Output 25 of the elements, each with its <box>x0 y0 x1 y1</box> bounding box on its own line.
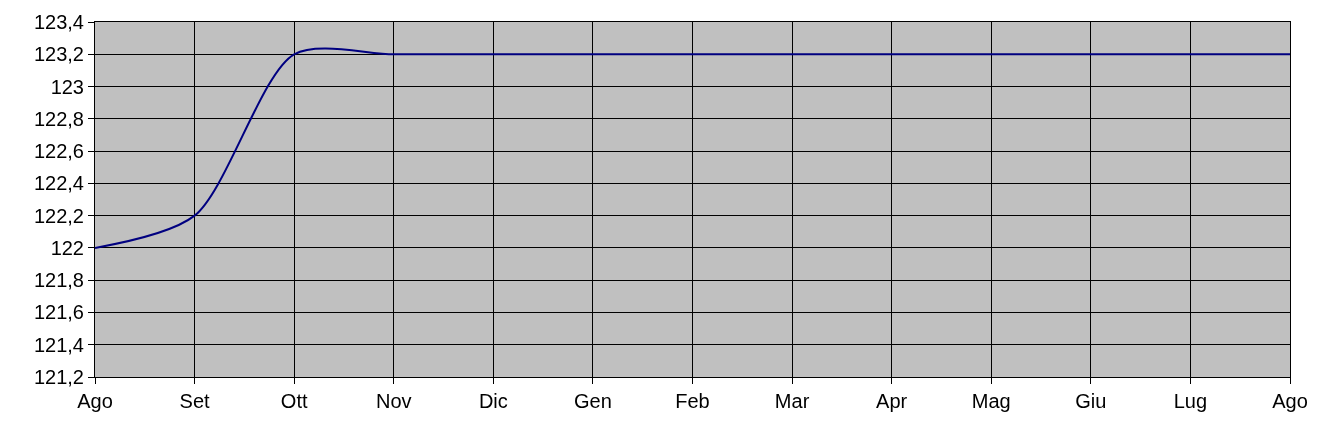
x-tick-label: Mar <box>774 390 810 412</box>
y-tick-label: 122,4 <box>33 172 84 195</box>
y-tick-label: 123 <box>50 75 84 98</box>
y-tick-label: 123,4 <box>33 11 84 33</box>
x-tick-label: Giu <box>1075 390 1107 412</box>
x-tick-label: Ago <box>1272 390 1308 412</box>
x-tick-label: Nov <box>375 390 412 412</box>
y-tick-label: 121,8 <box>33 269 84 292</box>
y-tick-label: 121,6 <box>33 301 84 324</box>
x-tick-label: Ott <box>280 390 308 412</box>
y-tick-label: 122,8 <box>33 107 84 130</box>
x-tick-label: Mag <box>971 390 1011 412</box>
y-tick-label: 122,2 <box>33 204 84 227</box>
x-tick-label: Gen <box>574 390 612 412</box>
x-tick-label: Ago <box>77 390 113 412</box>
x-tick-label: Apr <box>876 390 908 412</box>
y-tick-label: 121,2 <box>33 366 84 388</box>
x-tick-label: Set <box>179 390 211 412</box>
x-tick-label: Dic <box>478 390 508 412</box>
x-tick-label: Feb <box>675 390 710 412</box>
y-tick-label: 122,6 <box>33 140 84 163</box>
x-tick-label: Lug <box>1173 390 1208 412</box>
y-tick-label: 122 <box>50 236 84 259</box>
y-tick-label: 123,2 <box>33 43 84 66</box>
y-tick-label: 121,4 <box>33 333 84 356</box>
